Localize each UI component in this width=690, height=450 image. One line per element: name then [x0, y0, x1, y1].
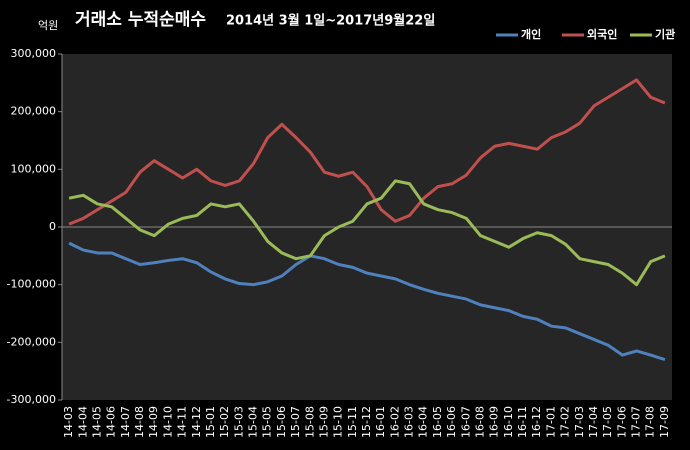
x-tick-label: 16-02 — [388, 406, 401, 438]
x-tick-label: 15-05 — [261, 406, 274, 438]
y-tick-label: 0 — [49, 220, 56, 233]
x-tick-label: 17-06 — [615, 406, 628, 438]
x-tick-label: 17-04 — [587, 406, 600, 438]
chart-subtitle: 2014년 3월 1일~2017년9월22일 — [226, 13, 435, 29]
x-tick-label: 14-03 — [62, 406, 75, 438]
x-tick-label: 16-05 — [431, 406, 444, 438]
legend-text: 개인 — [521, 27, 541, 41]
y-tick-label: -100,000 — [7, 278, 56, 291]
x-tick-label: 14-08 — [133, 406, 146, 438]
y-tick-label: 300,000 — [11, 47, 57, 60]
x-tick-label: 16-07 — [459, 406, 472, 438]
x-tick-label: 15-09 — [317, 406, 330, 438]
x-tick-label: 16-11 — [516, 406, 529, 438]
series-line — [68, 179, 666, 287]
x-tick-label: 14-04 — [76, 406, 89, 438]
x-tick-label: 15-07 — [289, 406, 302, 438]
y-tick-label: -200,000 — [7, 335, 56, 348]
x-tick-label: 17-01 — [544, 406, 557, 438]
y-axis-label: 억원 — [38, 19, 58, 32]
x-tick-label: 14-11 — [176, 406, 189, 438]
chart-title: 거래소 누적순매수 — [75, 10, 206, 30]
x-tick-label: 14-09 — [147, 406, 160, 438]
x-tick-label: 15-08 — [303, 406, 316, 438]
x-tick-label: 15-12 — [360, 406, 373, 438]
x-tick-label: 15-03 — [232, 406, 245, 438]
x-tick-label: 17-09 — [658, 406, 671, 438]
x-tick-label: 16-04 — [417, 406, 430, 438]
x-tick-label: 14-06 — [105, 406, 118, 438]
x-tick-label: 17-08 — [644, 406, 657, 438]
x-tick-label: 15-06 — [275, 406, 288, 438]
x-tick-label: 15-11 — [346, 406, 359, 438]
x-tick-label: 16-06 — [445, 406, 458, 438]
x-tick-label: 16-12 — [530, 406, 543, 438]
x-tick-label: 16-01 — [374, 406, 387, 438]
x-tick-label: 16-08 — [473, 406, 486, 438]
x-tick-label: 17-03 — [573, 406, 586, 438]
y-tick-label: -300,000 — [7, 393, 56, 406]
x-tick-label: 17-05 — [601, 406, 614, 438]
series-line — [68, 241, 666, 362]
x-tick-label: 14-12 — [190, 406, 203, 438]
series-line — [68, 78, 666, 226]
y-tick-label: 200,000 — [11, 105, 57, 118]
x-tick-label: 15-10 — [332, 406, 345, 438]
x-tick-label: 14-10 — [161, 406, 174, 438]
x-tick-label: 15-01 — [204, 406, 217, 438]
legend-text: 기관 — [655, 27, 675, 41]
x-tick-label: 17-02 — [559, 406, 572, 438]
x-tick-label: 16-10 — [502, 406, 515, 438]
x-tick-label: 14-05 — [90, 406, 103, 438]
x-tick-label: 15-02 — [218, 406, 231, 438]
x-tick-label: 17-07 — [630, 406, 643, 438]
x-tick-label: 16-03 — [403, 406, 416, 438]
x-tick-label: 14-07 — [119, 406, 132, 438]
legend-text: 외국인 — [587, 27, 617, 41]
y-tick-label: 100,000 — [11, 162, 57, 175]
x-tick-label: 15-04 — [247, 406, 260, 438]
x-tick-label: 16-09 — [488, 406, 501, 438]
